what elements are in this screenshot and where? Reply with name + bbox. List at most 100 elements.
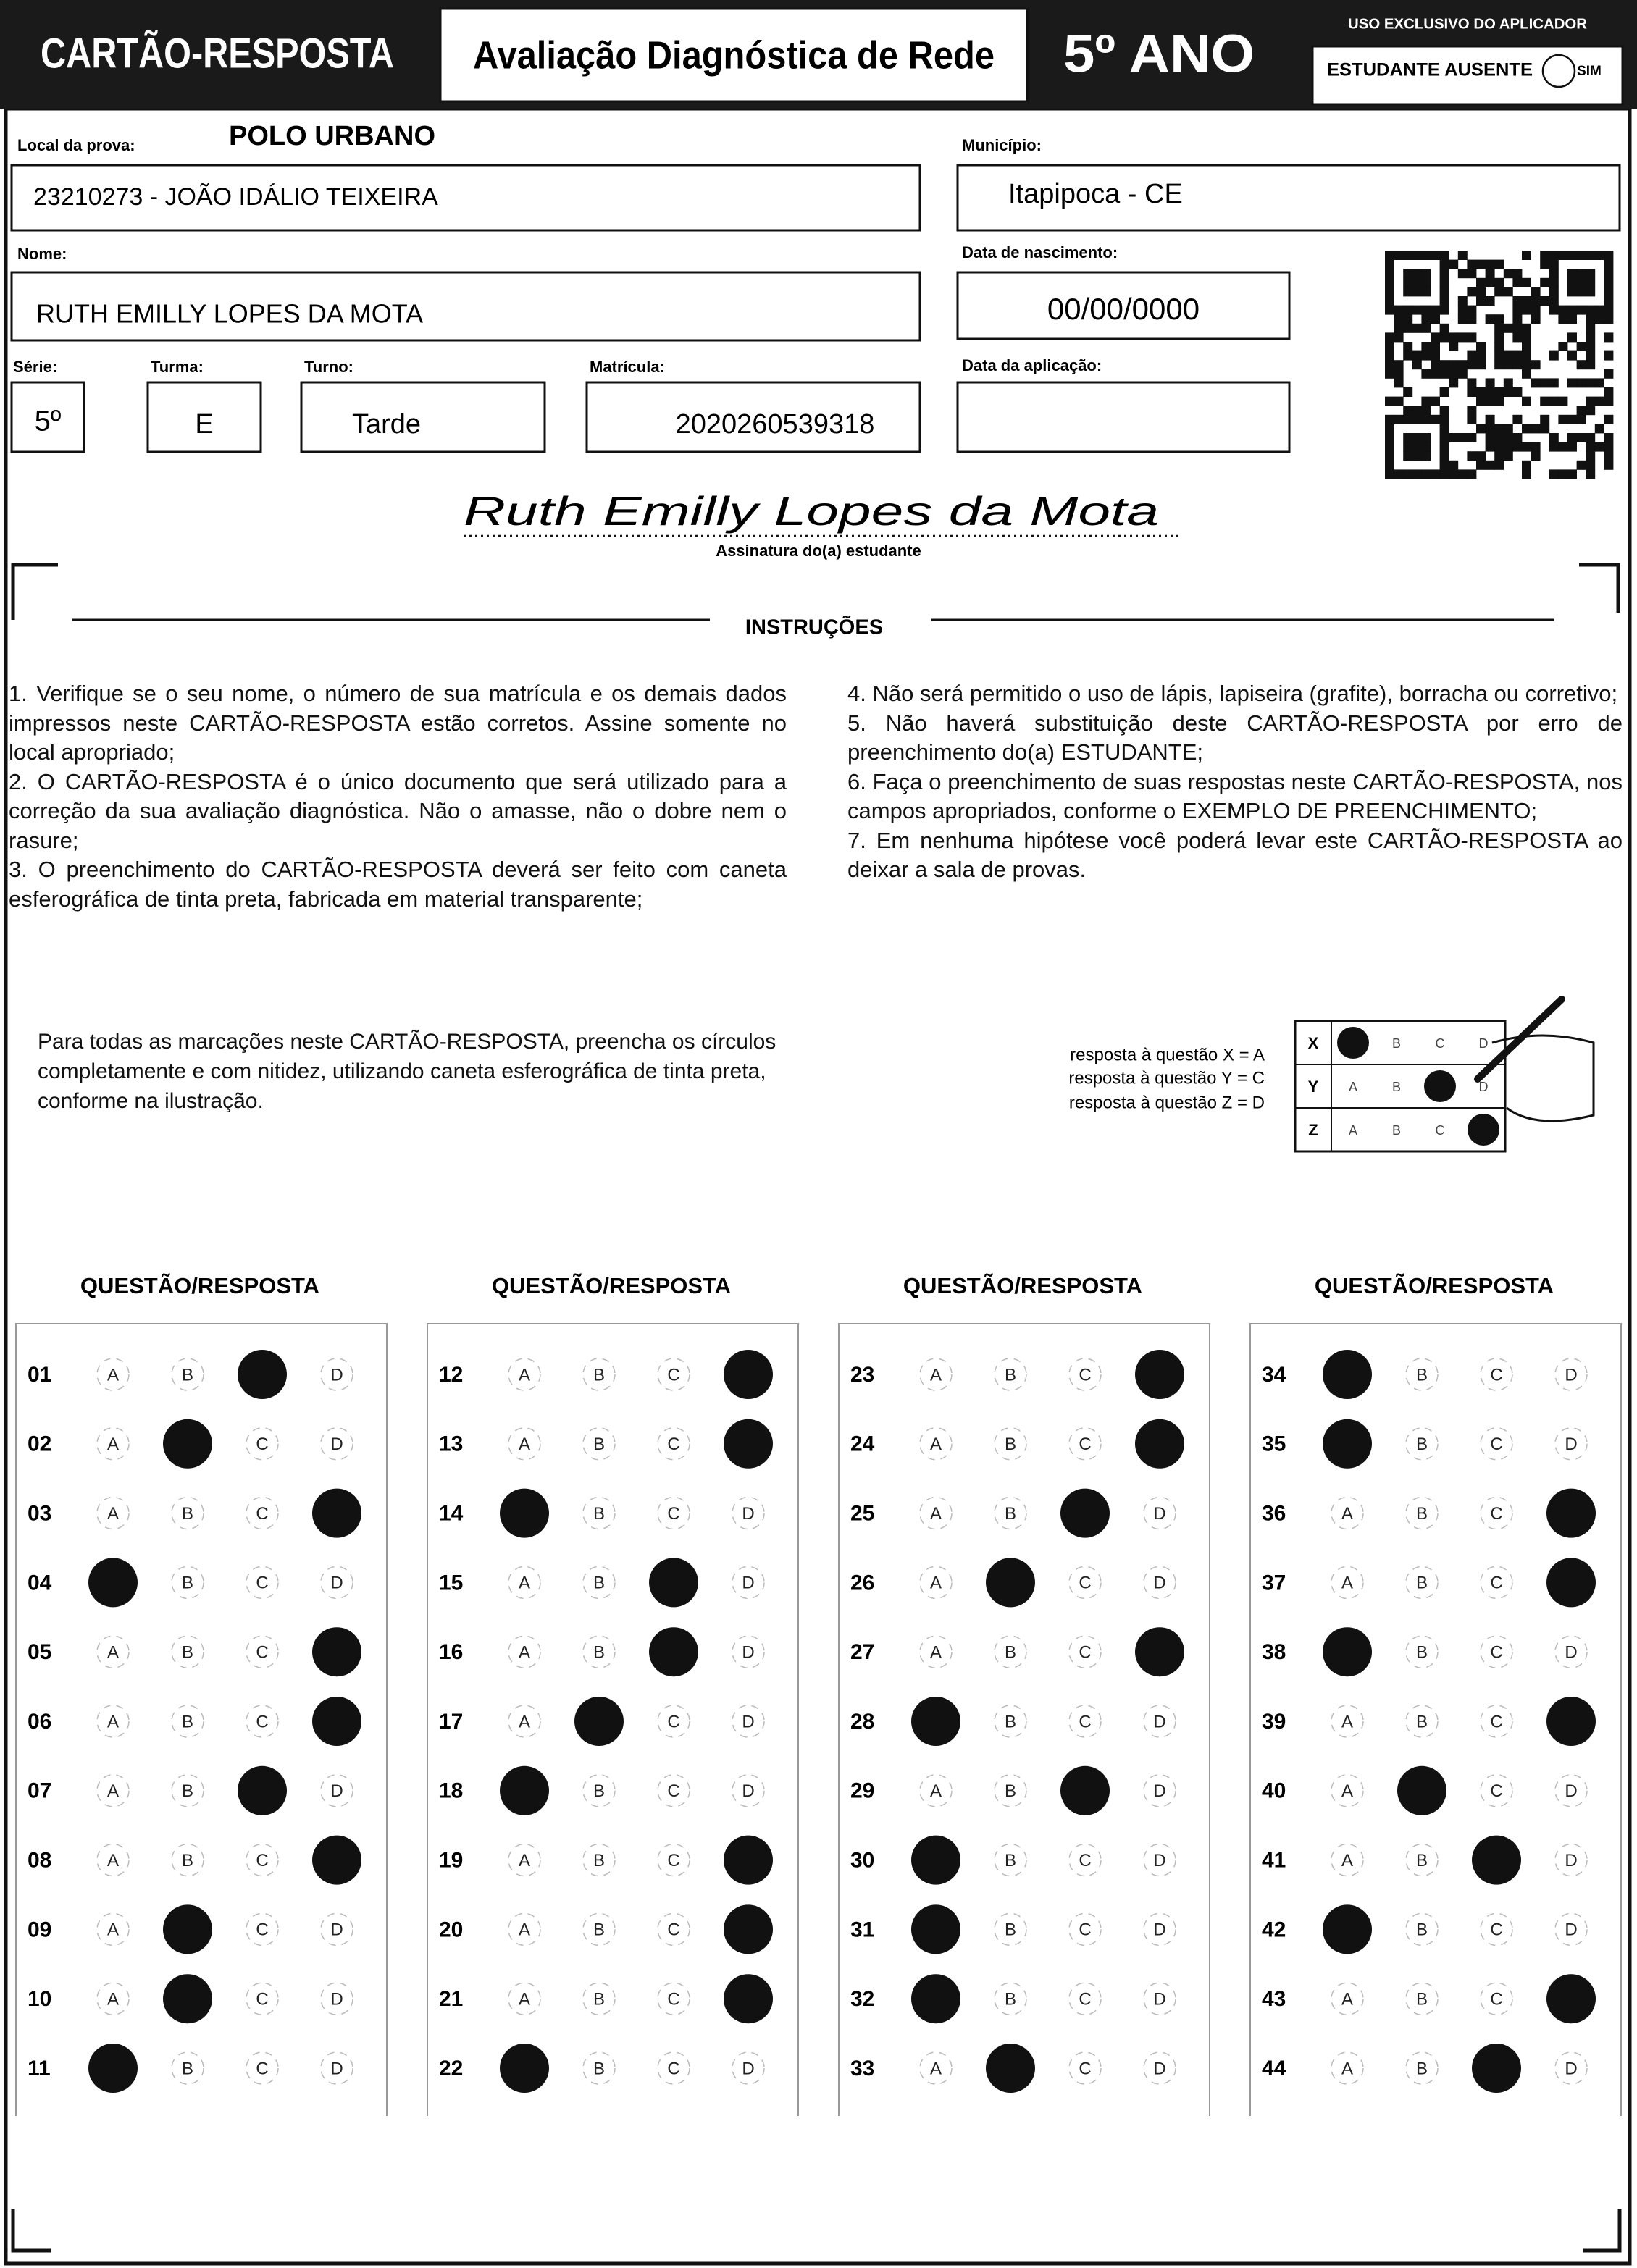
bubble[interactable] [1405,1912,1439,1946]
bubble[interactable] [732,2051,765,2085]
bubble-filled[interactable] [163,1974,212,2024]
bubble[interactable] [1143,1705,1176,1738]
bubble[interactable] [1554,2051,1588,2085]
bubble[interactable] [508,1358,541,1391]
bubble[interactable] [1068,2051,1102,2085]
bubble[interactable] [1068,1358,1102,1391]
bubble[interactable] [919,1496,953,1530]
bubble-filled[interactable] [1060,1765,1110,1815]
bubble[interactable] [1480,1358,1513,1391]
bubble-filled[interactable] [911,1904,960,1954]
bubble[interactable] [96,1358,130,1391]
bubble[interactable] [657,1427,690,1461]
bubble[interactable] [96,1705,130,1738]
bubble[interactable] [246,1982,279,2015]
bubble-filled[interactable] [1546,1697,1596,1746]
bubble[interactable] [657,1982,690,2015]
bubble[interactable] [246,1843,279,1877]
bubble[interactable] [582,1635,616,1668]
bubble-filled[interactable] [1323,1419,1372,1469]
bubble[interactable] [994,1496,1027,1530]
bubble[interactable] [1331,1982,1364,2015]
bubble-filled[interactable] [1135,1350,1184,1399]
bubble[interactable] [732,1566,765,1600]
bubble[interactable] [994,1843,1027,1877]
bubble[interactable] [994,1982,1027,2015]
bubble-filled[interactable] [574,1697,624,1746]
bubble[interactable] [246,1427,279,1461]
bubble[interactable] [1143,1843,1176,1877]
bubble[interactable] [320,1358,353,1391]
bubble[interactable] [320,1774,353,1807]
bubble[interactable] [919,1635,953,1668]
bubble[interactable] [732,1774,765,1807]
bubble[interactable] [582,2051,616,2085]
bubble[interactable] [1405,1358,1439,1391]
bubble-filled[interactable] [1546,1558,1596,1608]
bubble-filled[interactable] [88,2044,138,2093]
bubble[interactable] [1331,1774,1364,1807]
bubble-filled[interactable] [986,2044,1035,2093]
bubble[interactable] [582,1774,616,1807]
bubble[interactable] [1068,1912,1102,1946]
bubble[interactable] [582,1427,616,1461]
bubble[interactable] [96,1843,130,1877]
bubble[interactable] [1480,1982,1513,2015]
bubble-filled[interactable] [1135,1627,1184,1677]
bubble[interactable] [1554,1774,1588,1807]
bubble-filled[interactable] [312,1697,361,1746]
bubble[interactable] [582,1358,616,1391]
bubble[interactable] [1143,2051,1176,2085]
bubble[interactable] [1480,1496,1513,1530]
bubble-filled[interactable] [911,1974,960,2024]
bubble[interactable] [1554,1427,1588,1461]
bubble[interactable] [582,1496,616,1530]
bubble[interactable] [320,1427,353,1461]
bubble[interactable] [582,1912,616,1946]
bubble[interactable] [1480,1912,1513,1946]
bubble[interactable] [1068,1427,1102,1461]
bubble[interactable] [96,1774,130,1807]
bubble[interactable] [171,1566,204,1600]
bubble-filled[interactable] [1546,1488,1596,1538]
bubble[interactable] [657,1358,690,1391]
bubble[interactable] [320,2051,353,2085]
bubble-filled[interactable] [986,1558,1035,1608]
bubble[interactable] [582,1566,616,1600]
bubble[interactable] [96,1635,130,1668]
bubble[interactable] [508,1566,541,1600]
bubble[interactable] [508,1912,541,1946]
bubble[interactable] [732,1635,765,1668]
bubble[interactable] [508,1982,541,2015]
bubble[interactable] [994,1635,1027,1668]
bubble[interactable] [1405,2051,1439,2085]
bubble[interactable] [1480,1427,1513,1461]
bubble[interactable] [582,1843,616,1877]
bubble[interactable] [1405,1843,1439,1877]
bubble[interactable] [171,1705,204,1738]
bubble[interactable] [171,2051,204,2085]
bubble[interactable] [1143,1566,1176,1600]
bubble[interactable] [657,1843,690,1877]
bubble[interactable] [1480,1566,1513,1600]
bubble-filled[interactable] [238,1765,287,1815]
bubble[interactable] [1554,1912,1588,1946]
bubble-filled[interactable] [724,1974,773,2024]
bubble[interactable] [1405,1982,1439,2015]
bubble[interactable] [1405,1566,1439,1600]
bubble-filled[interactable] [724,1835,773,1885]
bubble-filled[interactable] [500,2044,549,2093]
bubble[interactable] [994,1774,1027,1807]
bubble-filled[interactable] [724,1904,773,1954]
bubble[interactable] [1331,1496,1364,1530]
bubble[interactable] [1068,1843,1102,1877]
bubble[interactable] [1480,1635,1513,1668]
bubble[interactable] [919,1774,953,1807]
bubble[interactable] [320,1912,353,1946]
bubble-filled[interactable] [88,1558,138,1608]
bubble[interactable] [657,2051,690,2085]
bubble[interactable] [96,1427,130,1461]
bubble[interactable] [1480,1705,1513,1738]
bubble-filled[interactable] [312,1627,361,1677]
bubble[interactable] [1143,1774,1176,1807]
